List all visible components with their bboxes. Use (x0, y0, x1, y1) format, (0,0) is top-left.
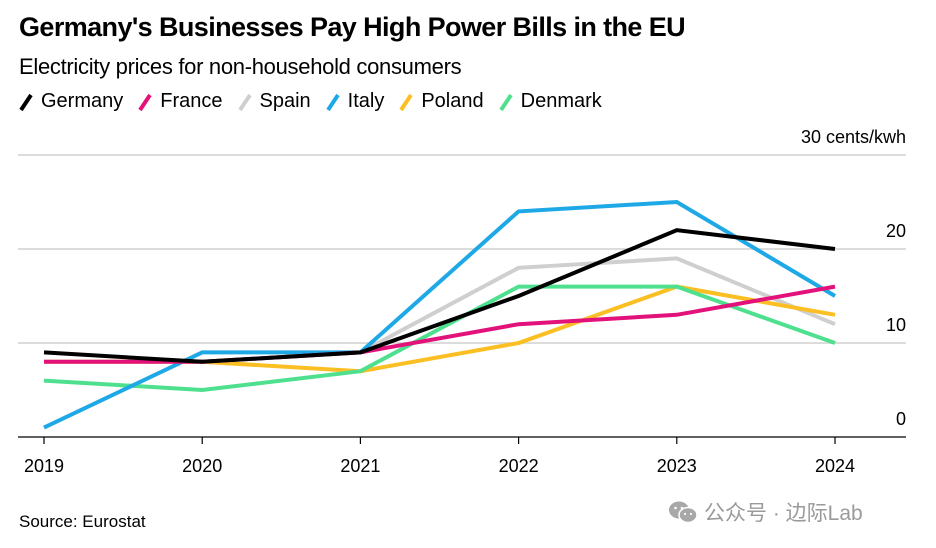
legend-swatch-icon (399, 93, 414, 111)
series-line-germany (43, 228, 836, 364)
chart-title: Germany's Businesses Pay High Power Bill… (19, 12, 686, 42)
chart-subtitle: Electricity prices for non-household con… (19, 54, 462, 79)
legend-swatch-icon (498, 93, 513, 111)
legend-label: Germany (41, 90, 124, 112)
legend-item-spain: Spain (237, 90, 311, 113)
x-tick-label: 2021 (340, 456, 380, 476)
series-line-spain (44, 256, 836, 364)
legend-swatch-icon (325, 93, 340, 111)
legend-item-germany: Germany (19, 90, 123, 113)
legend-label: France (160, 90, 223, 112)
legend-swatch-icon (19, 93, 33, 111)
legend-item-denmark: Denmark (498, 90, 602, 113)
series-line-italy (43, 199, 837, 430)
legend-label: Denmark (520, 90, 602, 112)
x-tick-label: 2020 (182, 456, 222, 476)
source-note: Source: Eurostat (19, 512, 146, 531)
y-tick-label: 20 (886, 221, 906, 241)
wechat-icon (669, 501, 698, 524)
legend-label: Spain (259, 90, 311, 112)
legend-swatch-icon (138, 93, 152, 111)
y-tick-label: 10 (886, 315, 906, 335)
y-tick-label: 0 (896, 409, 906, 429)
watermark-text: 公众号 · 边际Lab (704, 502, 863, 525)
watermark: 公众号 · 边际Lab (668, 497, 863, 527)
x-tick-label: 2024 (815, 456, 855, 476)
legend-label: Italy (347, 90, 385, 112)
legend-swatch-icon (237, 93, 252, 111)
x-tick-label: 2023 (657, 456, 697, 476)
legend: Germany France Spain Italy Poland Denmark (19, 90, 617, 113)
series-line-denmark (43, 284, 836, 393)
legend-item-poland: Poland (399, 90, 484, 113)
legend-item-france: France (138, 90, 223, 113)
y-tick-label: 30 cents/kwh (801, 127, 906, 147)
x-tick-label: 2022 (499, 456, 539, 476)
legend-label: Poland (421, 90, 484, 112)
legend-item-italy: Italy (325, 90, 385, 113)
x-tick-label: 2019 (24, 456, 64, 476)
